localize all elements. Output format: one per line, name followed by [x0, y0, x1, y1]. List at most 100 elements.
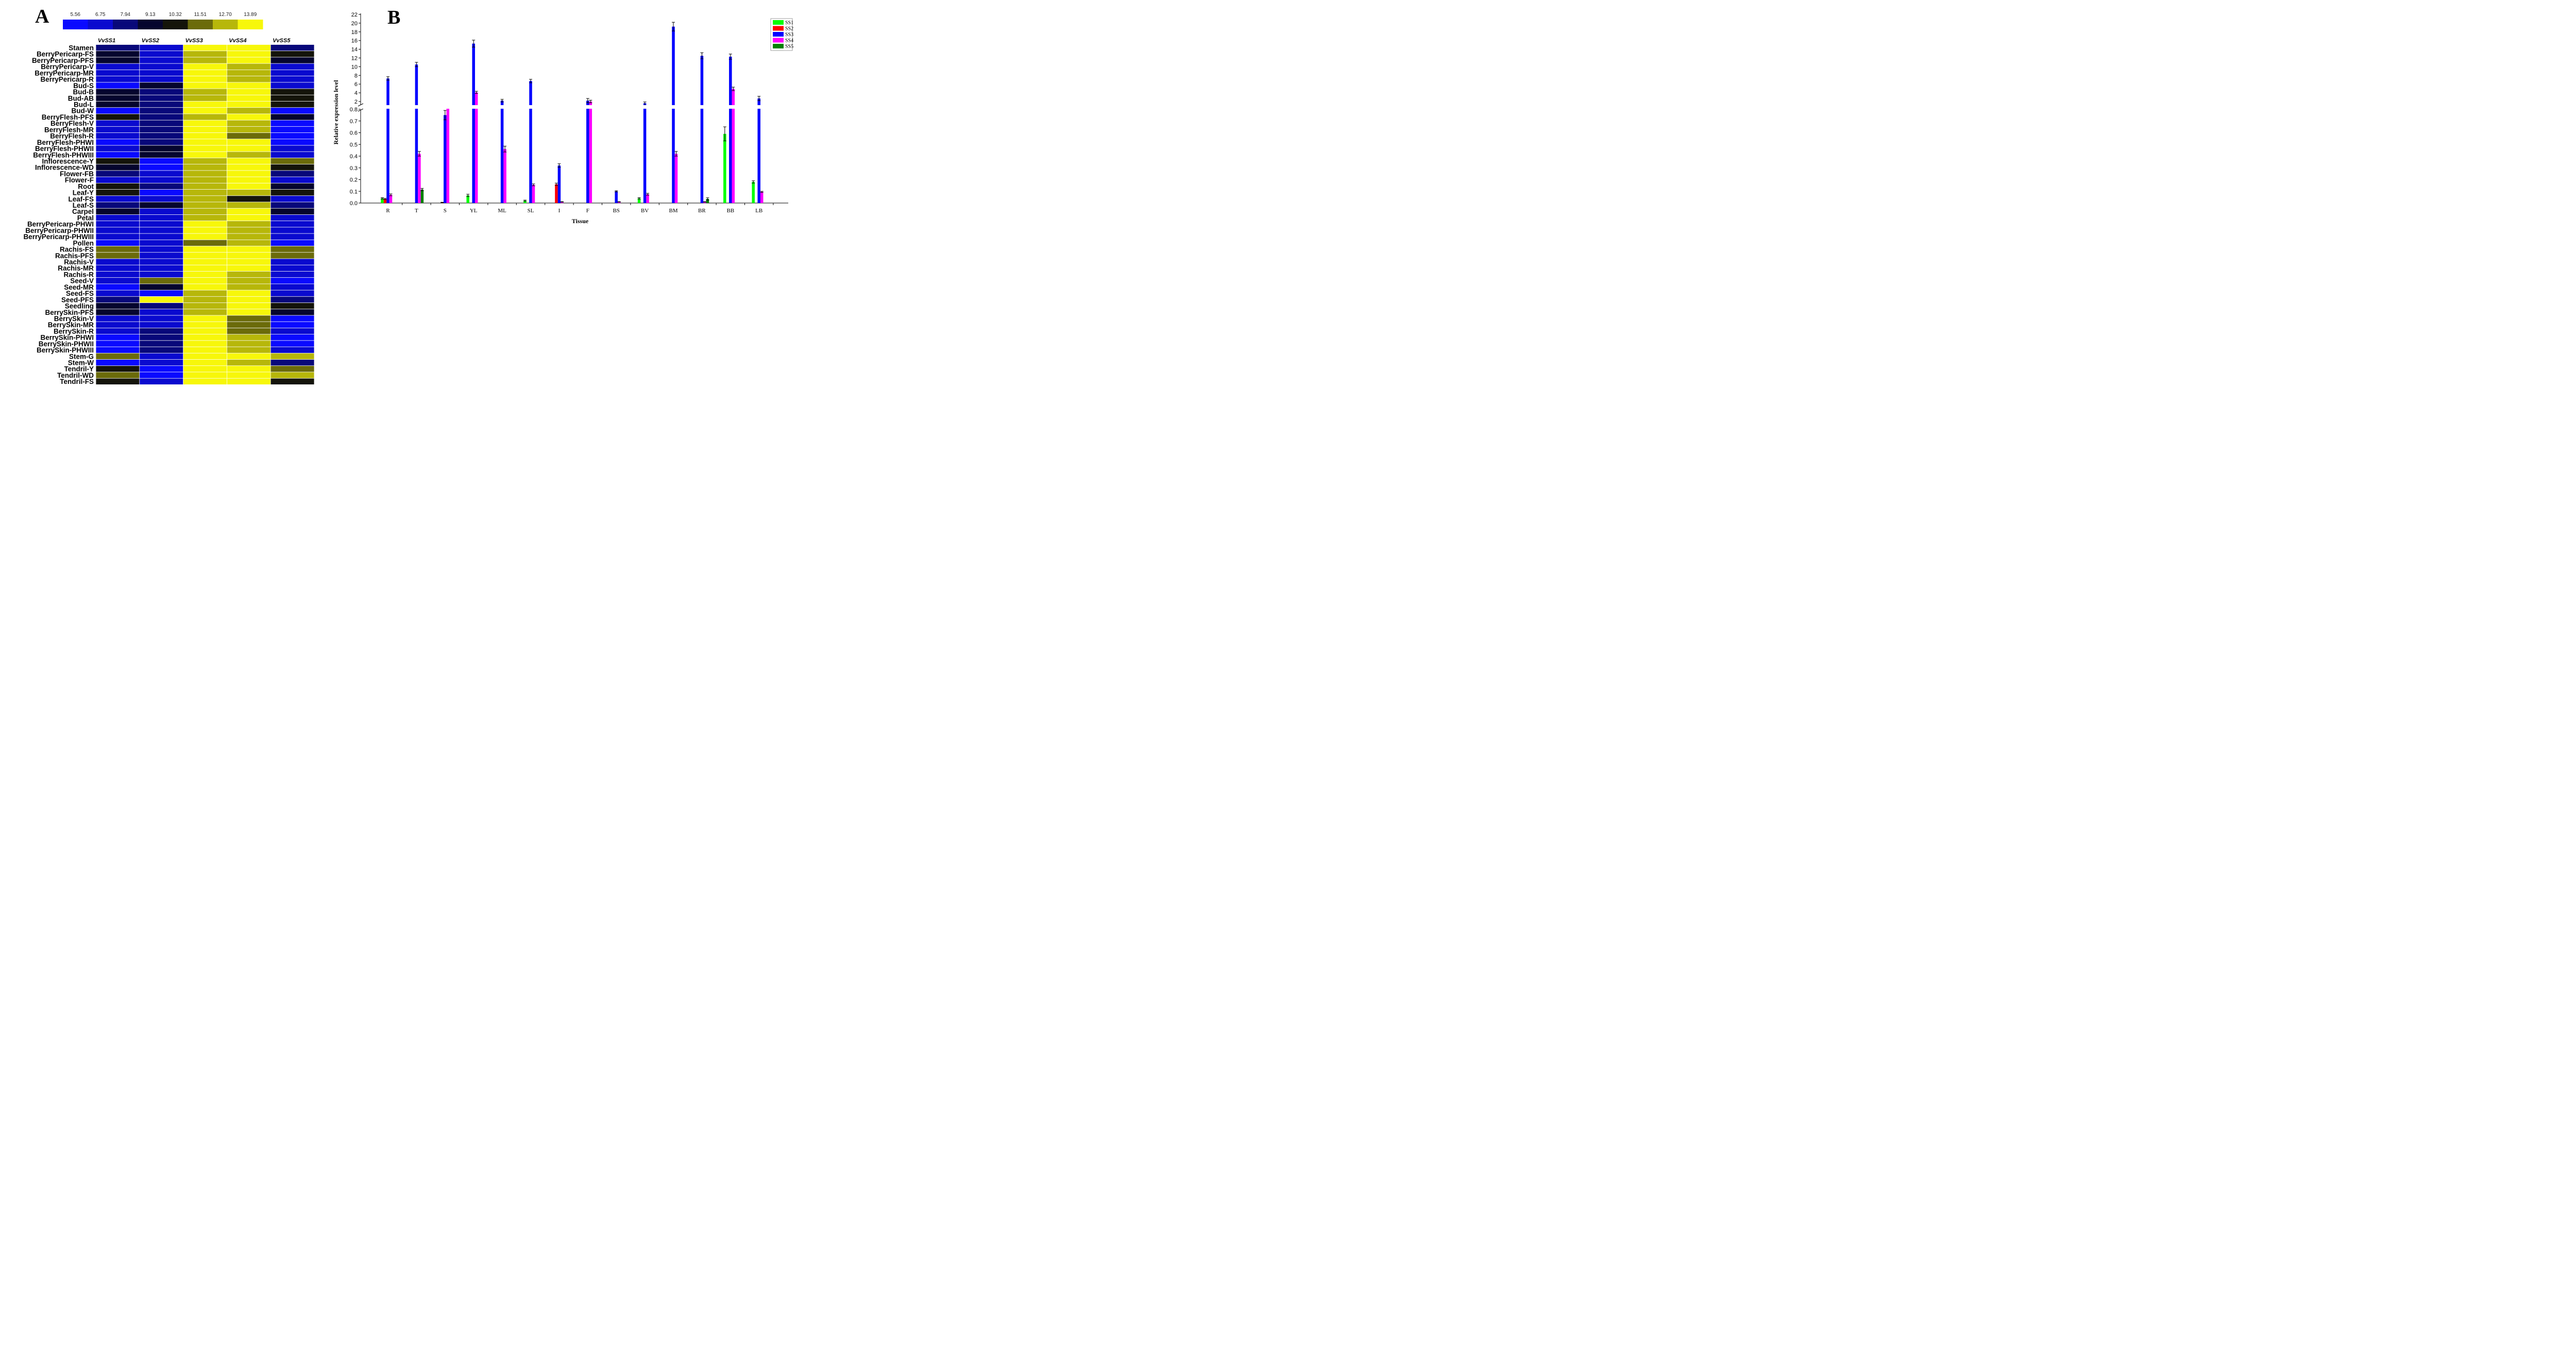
- heatmap-cell: [96, 57, 140, 63]
- bar-ss5: [706, 199, 709, 203]
- x-tick-label: T: [415, 208, 418, 214]
- heatmap-row-label: Seed-MR: [64, 283, 94, 291]
- heatmap-cell: [96, 240, 140, 246]
- heatmap-cell: [183, 296, 227, 303]
- heatmap-cell: [227, 309, 270, 315]
- heatmap-row-label: Stem-G: [69, 352, 94, 360]
- heatmap-cell: [140, 89, 183, 95]
- heatmap-cell: [183, 183, 227, 190]
- heatmap-cell: [270, 227, 314, 233]
- heatmap-cell: [140, 246, 183, 253]
- heatmap-row-label: Seed-FS: [66, 290, 94, 297]
- heatmap-cell: [270, 139, 314, 145]
- heatmap-cell: [227, 240, 270, 246]
- heatmap-cell: [96, 246, 140, 253]
- heatmap-cell: [96, 152, 140, 158]
- bar-ss5: [420, 189, 424, 203]
- heatmap-cell: [227, 322, 270, 328]
- bar-ss2: [383, 199, 387, 203]
- heatmap-cell: [183, 164, 227, 171]
- heatmap-cell: [270, 44, 314, 51]
- y-tick-label: 14: [351, 47, 358, 53]
- heatmap-cell: [270, 132, 314, 139]
- heatmap-cell: [140, 108, 183, 114]
- heatmap-cell: [227, 132, 270, 139]
- heatmap-cell: [270, 372, 314, 378]
- bar-ss4: [589, 102, 592, 203]
- heatmap-cell: [270, 51, 314, 57]
- heatmap-cell: [270, 284, 314, 290]
- heatmap-cell: [140, 296, 183, 303]
- heatmap-cell: [183, 132, 227, 139]
- heatmap-cell: [227, 341, 270, 347]
- heatmap-cell: [227, 76, 270, 82]
- heatmap-cell: [270, 328, 314, 334]
- heatmap-cell: [140, 259, 183, 265]
- heatmap-cell: [227, 284, 270, 290]
- heatmap-cell: [140, 51, 183, 57]
- heatmap-cell: [96, 189, 140, 196]
- heatmap-cell: [183, 82, 227, 89]
- heatmap-cell: [96, 302, 140, 309]
- color-scale-tick: 13.89: [244, 12, 257, 18]
- heatmap-cell: [140, 302, 183, 309]
- heatmap-cell: [140, 158, 183, 164]
- heatmap-row-label: BerryFlesh-PFS: [42, 113, 94, 121]
- heatmap-cell: [140, 70, 183, 76]
- heatmap-cell: [227, 108, 270, 114]
- heatmap-cell: [140, 240, 183, 246]
- heatmap-cell: [183, 253, 227, 259]
- heatmap-cell: [96, 334, 140, 341]
- heatmap-cell: [96, 271, 140, 278]
- bar-ss4: [760, 192, 764, 203]
- heatmap-cell: [96, 296, 140, 303]
- heatmap-cell: [270, 114, 314, 120]
- bar-ss3: [472, 43, 475, 204]
- heatmap-cell: [96, 183, 140, 190]
- heatmap-cell: [227, 57, 270, 63]
- heatmap-row-label: Bud-W: [72, 107, 94, 115]
- heatmap-cell: [270, 322, 314, 328]
- heatmap-cell: [227, 101, 270, 108]
- heatmap-cell: [140, 76, 183, 82]
- heatmap-cell: [227, 328, 270, 334]
- heatmap-cell: [140, 63, 183, 70]
- heatmap-row-label: Pollen: [73, 239, 94, 247]
- legend-swatch: [773, 20, 784, 25]
- heatmap-cell: [140, 372, 183, 378]
- heatmap-row-label: BerrySkin-PHWIII: [37, 346, 94, 354]
- heatmap-cell: [140, 315, 183, 322]
- heatmap-cell: [270, 240, 314, 246]
- heatmap-cell: [183, 177, 227, 183]
- x-tick-label: BB: [726, 208, 734, 214]
- heatmap-cell: [227, 196, 270, 202]
- heatmap-cell: [270, 70, 314, 76]
- heatmap-cell: [227, 164, 270, 171]
- heatmap-row-label: Bud-B: [73, 88, 94, 96]
- heatmap-cell: [183, 158, 227, 164]
- heatmap-cell: [96, 214, 140, 221]
- heatmap-cell: [270, 378, 314, 384]
- heatmap-row-label: Seedling: [65, 302, 94, 310]
- heatmap-cell: [227, 82, 270, 89]
- heatmap-cell: [270, 208, 314, 215]
- heatmap-cell: [270, 366, 314, 372]
- heatmap-cell: [140, 233, 183, 240]
- heatmap-cell: [270, 334, 314, 341]
- bar-ss2: [555, 184, 558, 203]
- heatmap-cell: [227, 158, 270, 164]
- heatmap-cell: [140, 353, 183, 360]
- heatmap-cell: [140, 347, 183, 353]
- heatmap-row-label: BerrySkin-MR: [48, 321, 94, 329]
- heatmap-cell: [140, 214, 183, 221]
- bar-ss4: [732, 89, 735, 203]
- heatmap-row-label: BerrySkin-PHWI: [40, 334, 94, 342]
- heatmap-cell: [270, 341, 314, 347]
- heatmap-row-label: BerryFlesh-V: [50, 120, 94, 127]
- heatmap-cell: [183, 302, 227, 309]
- legend-label: SS4: [785, 38, 793, 44]
- heatmap-cell: [96, 259, 140, 265]
- heatmap-cell: [140, 152, 183, 158]
- heatmap-cell: [183, 372, 227, 378]
- heatmap-cell: [140, 221, 183, 227]
